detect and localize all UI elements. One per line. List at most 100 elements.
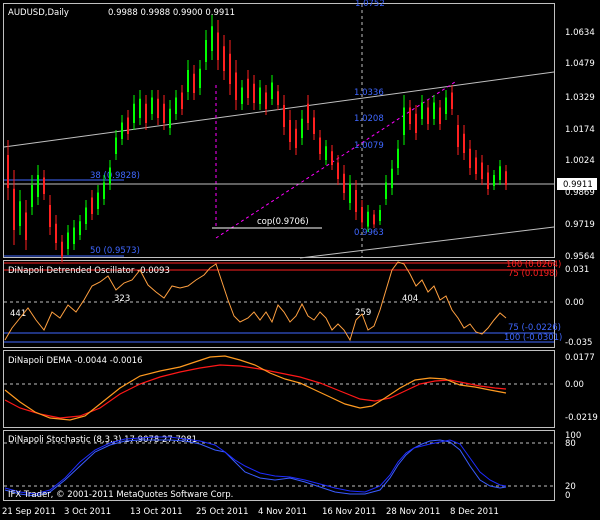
channel-upper-line[interactable] [3,71,555,148]
candle[interactable] [157,90,159,125]
candle[interactable] [223,35,225,80]
candle[interactable] [31,175,33,215]
candle[interactable] [49,195,51,235]
dema-fast-line[interactable] [4,355,507,421]
candle[interactable] [295,120,297,155]
dema-slow-line[interactable] [4,364,507,419]
candle[interactable] [481,155,483,185]
candle[interactable] [79,215,81,240]
candle[interactable] [337,155,339,185]
candle[interactable] [73,220,75,250]
dema-panel[interactable]: DiNapoli DEMA -0.0044 -0.0016 0.0177 0.0… [4,353,598,423]
candle[interactable] [343,165,345,200]
date-label-5: 4 Nov 2011 [258,507,307,517]
oscillator-line[interactable] [4,261,507,342]
stochastic-panel[interactable]: DiNapoli Stochastic (8,3,3) 17.9078 27.7… [4,431,581,501]
candle[interactable] [475,150,477,180]
candle[interactable] [241,80,243,110]
candle[interactable] [115,130,117,160]
candle[interactable] [97,185,99,215]
candle[interactable] [301,110,303,145]
candle[interactable] [199,60,201,95]
candle[interactable] [193,65,195,100]
candle[interactable] [139,90,141,125]
price-panel[interactable]: AUDUSD,Daily 0.9988 0.9988 0.9900 0.9911… [3,0,597,262]
candle[interactable] [283,95,285,135]
candle[interactable] [397,140,399,175]
candle[interactable] [463,125,465,160]
candle[interactable] [67,225,69,255]
candle[interactable] [163,95,165,130]
candle[interactable] [169,100,171,135]
candle[interactable] [415,105,417,140]
candle[interactable] [391,160,393,195]
candle[interactable] [307,95,309,130]
candle[interactable] [319,130,321,160]
candle[interactable] [493,170,495,190]
candle[interactable] [211,15,213,60]
candle[interactable] [457,115,459,155]
candle[interactable] [277,85,279,110]
candle[interactable] [271,75,273,105]
candle[interactable] [127,110,129,140]
candle[interactable] [229,40,231,95]
candle[interactable] [361,200,363,228]
candle[interactable] [409,100,411,130]
candle[interactable] [379,205,381,225]
candle[interactable] [355,180,357,220]
candle[interactable] [469,140,471,175]
candle[interactable] [109,160,111,190]
candle[interactable] [445,90,447,120]
candle[interactable] [247,70,249,105]
candle[interactable] [487,165,489,195]
candle[interactable] [61,235,63,262]
candle[interactable] [235,60,237,110]
candle[interactable] [313,110,315,140]
detrended-oscillator-panel[interactable]: DiNapoli Detrended Oscillator -0.0093 10… [4,260,592,348]
candle[interactable] [175,90,177,120]
stoch-k-line[interactable] [4,439,507,497]
candle[interactable] [151,90,153,120]
candle[interactable] [91,190,93,220]
candle[interactable] [19,190,21,235]
candle[interactable] [427,100,429,130]
cop-diagonal-line[interactable] [215,81,456,239]
candle[interactable] [103,175,105,205]
stoch-d-line[interactable] [4,436,507,495]
candle[interactable] [451,85,453,115]
candle[interactable] [25,200,27,250]
candle[interactable] [367,205,369,232]
candle[interactable] [7,140,9,200]
candle[interactable] [385,175,387,205]
candle[interactable] [55,215,57,250]
candle[interactable] [433,95,435,125]
channel-lower-line[interactable] [299,226,555,259]
candle[interactable] [121,115,123,145]
candle[interactable] [421,95,423,125]
candle[interactable] [145,95,147,130]
candle[interactable] [505,165,507,190]
candle[interactable] [439,100,441,130]
candle[interactable] [259,80,261,110]
candle[interactable] [349,175,351,210]
candle-body [241,87,243,104]
candle[interactable] [265,85,267,115]
candle[interactable] [13,170,15,245]
candle[interactable] [133,95,135,130]
candle[interactable] [43,170,45,200]
candle[interactable] [499,160,501,185]
candle[interactable] [181,85,183,115]
candle[interactable] [373,210,375,228]
candle[interactable] [253,75,255,110]
candle[interactable] [205,30,207,70]
candle[interactable] [331,145,333,170]
candle[interactable] [85,200,87,230]
candle[interactable] [289,110,291,150]
candle[interactable] [325,140,327,165]
candle[interactable] [187,60,189,100]
candle[interactable] [37,165,39,205]
candle[interactable] [217,20,219,70]
candlesticks[interactable] [7,15,507,262]
candle[interactable] [403,95,405,145]
